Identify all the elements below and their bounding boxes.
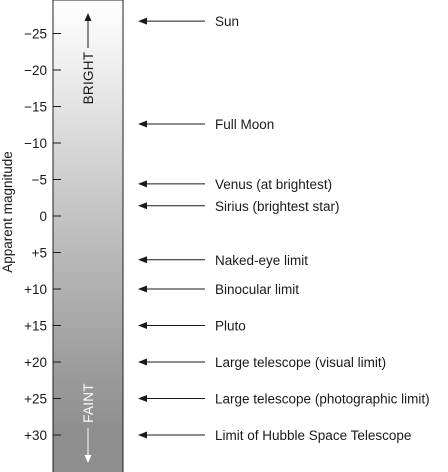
tick-label: +5 — [32, 246, 47, 261]
left-arrow-icon — [138, 256, 147, 264]
tick-label: −25 — [24, 27, 47, 42]
object-label: Sun — [215, 14, 239, 29]
object-label: Large telescope (visual limit) — [215, 355, 386, 370]
magnitude-bar — [52, 0, 124, 472]
left-arrow-icon — [138, 180, 147, 188]
left-arrow-icon — [138, 285, 147, 293]
object-label: Limit of Hubble Space Telescope — [215, 428, 411, 443]
left-arrow-icon — [138, 17, 147, 25]
object-label: Naked-eye limit — [215, 253, 308, 268]
bright-label: BRIGHT — [81, 52, 96, 105]
left-arrow-icon — [138, 358, 147, 366]
object-label: Binocular limit — [215, 282, 299, 297]
left-arrow-icon — [138, 431, 147, 439]
tick-label: −15 — [24, 100, 47, 115]
down-arrow-icon — [84, 455, 92, 463]
axis-label: Apparent magnitude — [0, 151, 15, 273]
tick-label: 0 — [39, 209, 47, 224]
tick-label: +30 — [24, 428, 47, 443]
left-arrow-icon — [138, 120, 147, 128]
object-label: Full Moon — [215, 117, 274, 132]
tick-label: +20 — [24, 355, 47, 370]
tick-label: +25 — [24, 392, 47, 407]
object-label: Pluto — [215, 319, 246, 334]
object-label: Large telescope (photographic limit) — [215, 392, 430, 407]
left-arrow-icon — [138, 202, 147, 210]
tick-label: −10 — [24, 136, 47, 151]
object-markers-group: Sun Full Moon Venus (at brightest) Sirius (… — [138, 14, 430, 443]
left-arrow-icon — [138, 395, 147, 402]
up-arrow-icon — [84, 13, 92, 21]
faint-indicator: FAINT — [81, 383, 96, 463]
object-label: Venus (at brightest) — [215, 177, 332, 192]
tick-label: −5 — [32, 173, 47, 188]
tick-label: +10 — [24, 282, 47, 297]
faint-label: FAINT — [81, 383, 96, 423]
tick-label: +15 — [24, 319, 47, 334]
left-arrow-icon — [138, 322, 147, 329]
tick-marks-group: −25 −20 −15 −10 −5 0 +5 +10 +15 +20 +25 +30 — [24, 27, 61, 443]
bright-indicator: BRIGHT — [81, 13, 96, 104]
object-label: Sirius (brightest star) — [215, 199, 340, 214]
tick-label: −20 — [24, 63, 47, 78]
